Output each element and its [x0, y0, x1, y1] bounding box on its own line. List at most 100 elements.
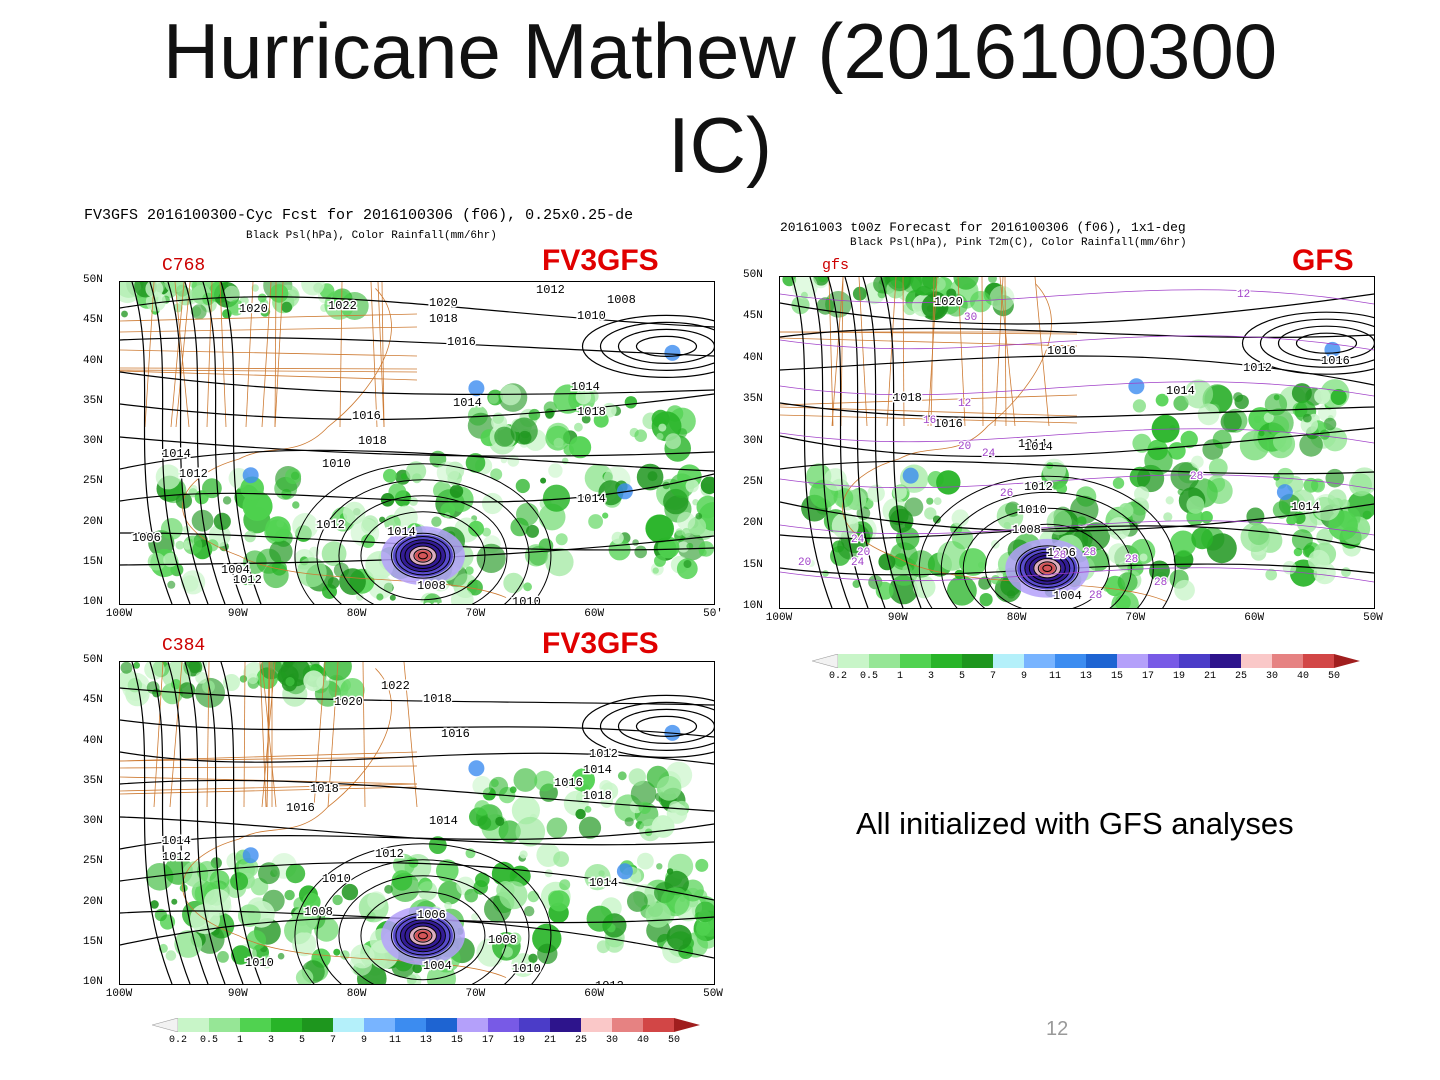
isobar-label: 1014: [1024, 440, 1053, 454]
border-line: [120, 370, 418, 381]
t2m-line: [780, 520, 1374, 536]
rain-cell: [970, 290, 992, 313]
rain-cell: [677, 541, 690, 553]
isobar-line: [780, 427, 1374, 458]
rain-cell: [1311, 478, 1325, 493]
rain-cell: [356, 593, 364, 601]
border-line: [274, 282, 284, 428]
rain-cell: [599, 780, 613, 794]
isobar-label: 1004: [423, 959, 452, 973]
t2m-label: 28: [1125, 554, 1138, 566]
colorbar-segment: [838, 654, 869, 668]
rain-cell: [584, 806, 592, 813]
rain-cell: [303, 670, 325, 692]
isobar-label: 1020: [334, 695, 363, 709]
isobar-label: 1014: [577, 492, 606, 506]
left-map-header-line2: Black Psl(hPa), Color Rainfall(mm/6hr): [246, 230, 497, 242]
latitude-label: 30N: [83, 435, 103, 447]
isobar-label: 1018: [583, 789, 612, 803]
colorbar-segment: [550, 1018, 581, 1032]
rain-cell: [191, 304, 207, 320]
rain-cell: [228, 299, 245, 316]
rain-cell: [951, 527, 974, 550]
border-line: [120, 783, 418, 792]
panel-label-c384: C384: [162, 636, 206, 656]
rain-cell: [409, 497, 418, 506]
isobar-line: [120, 816, 714, 846]
rain-cell: [321, 541, 347, 567]
vortex-isobar: [1042, 564, 1053, 572]
isobar-ring: [984, 523, 1110, 608]
isobar-label: 1016: [1047, 344, 1076, 358]
border-line: [120, 786, 418, 795]
rain-cell: [638, 801, 651, 814]
longitude-label: 60W: [584, 608, 605, 620]
rain-cell: [509, 786, 517, 794]
rain-cell: [471, 913, 479, 921]
isobar-line: [149, 282, 191, 604]
rain-cell: [662, 481, 671, 490]
rain-cell: [944, 293, 968, 317]
colorbar-segment: [1086, 654, 1117, 668]
colorbar-tick-label: 19: [512, 1035, 526, 1046]
t2m-label: 28: [1053, 550, 1066, 562]
rain-cell: [569, 436, 592, 459]
map-c384: 1022 1020 1018 1016 1012 1014 1016 1018 1018 1016…: [119, 661, 715, 985]
isobar-line: [880, 277, 922, 608]
rain-cell: [389, 594, 396, 601]
latitude-label: 20N: [83, 895, 103, 908]
isobar-line: [862, 277, 904, 608]
rain-cell: [852, 580, 861, 588]
rain-cell: [1117, 572, 1138, 593]
isobar-label: 1014: [453, 396, 482, 410]
isobar-ring: [599, 321, 714, 371]
border-line: [120, 751, 418, 762]
rain-cell: [632, 539, 639, 546]
isobar-label: 1010: [322, 872, 351, 886]
isobar-label: 1020: [239, 302, 268, 316]
rain-cell: [685, 479, 699, 493]
colorbar-tick-label: 13: [1079, 671, 1093, 682]
isobar-line: [202, 662, 244, 984]
rain-cell: [1341, 567, 1351, 578]
rain-cell: [695, 858, 709, 872]
rain-cell: [542, 484, 571, 512]
border-line: [377, 282, 385, 428]
isobar-label: 1008: [304, 905, 333, 919]
longitude-label: 100W: [105, 988, 133, 1000]
border-line: [219, 282, 227, 428]
isobar-ring: [360, 511, 486, 601]
colorbar-tick-label: 9: [1020, 671, 1028, 682]
isobar-label: 1012: [375, 847, 404, 861]
slide-title-line2: IC): [668, 101, 772, 189]
rain-cell: [239, 675, 248, 683]
isobar-line: [167, 282, 209, 604]
rain-cell: [700, 476, 714, 495]
page-number: 12: [1046, 1018, 1069, 1040]
isobar-label: 1016: [447, 335, 476, 349]
rain-cell: [1220, 411, 1242, 433]
colorbar-segment: [271, 1018, 302, 1032]
isobar-ring: [294, 463, 552, 604]
colorbar-segment: [1117, 654, 1148, 668]
t2m-label: 30: [964, 312, 977, 324]
isobar-ring: [1259, 318, 1374, 368]
rain-cell: [183, 535, 203, 555]
isobar-line: [131, 282, 173, 604]
isobar-label: 1014: [571, 380, 600, 394]
colorbar-tick-label: 13: [419, 1035, 433, 1046]
colorbar-tick-label: 3: [267, 1035, 275, 1046]
hurricane-matthew-vortex: [918, 475, 1176, 608]
colorbar-tick-label: 11: [1048, 671, 1062, 682]
border-line: [120, 349, 418, 357]
colorbar-svg: [810, 653, 1360, 669]
colorbar-segment: [457, 1018, 488, 1032]
rain-cell: [617, 771, 627, 781]
rain-cell: [428, 836, 447, 854]
political-borders: [780, 277, 1167, 602]
rain-cell: [449, 484, 464, 498]
isobar-line: [220, 282, 262, 604]
rain-cell: [498, 820, 521, 843]
isobar-label: 1012: [1024, 480, 1053, 494]
rain-cell: [523, 582, 532, 592]
